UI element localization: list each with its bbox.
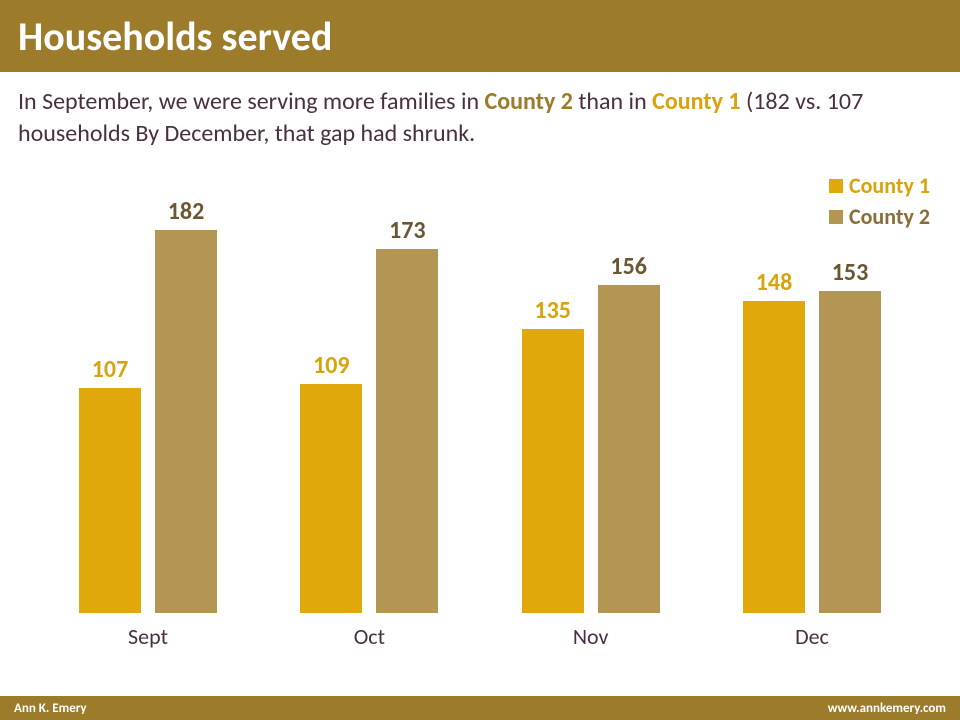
subtitle-pre: In September, we were serving more famil… bbox=[18, 87, 485, 116]
bar-wrap: 182 bbox=[155, 197, 217, 613]
bar-wrap: 107 bbox=[79, 355, 141, 613]
bar-value-label: 173 bbox=[389, 216, 426, 245]
bar-groups: 107182 Sept 109 173 Oct 135 156 Nov 148 153 Dec bbox=[48, 210, 912, 650]
bar-value-label: 153 bbox=[832, 258, 869, 287]
bar-chart: 107182 Sept 109 173 Oct 135 156 Nov 148 153 Dec bbox=[48, 210, 912, 650]
bar bbox=[79, 388, 141, 613]
title-bar: Households served bbox=[0, 0, 960, 72]
footer-author: Ann K. Emery bbox=[14, 701, 87, 716]
bar bbox=[155, 230, 217, 613]
subtitle-text: In September, we were serving more famil… bbox=[0, 72, 960, 151]
bar-wrap: 148 bbox=[743, 268, 805, 613]
subtitle-county2: County 2 bbox=[485, 87, 573, 116]
bar-value-label: 135 bbox=[534, 296, 571, 325]
bar bbox=[522, 329, 584, 613]
category-label: Oct bbox=[354, 623, 385, 650]
bar-wrap: 173 bbox=[376, 216, 438, 613]
bar bbox=[376, 249, 438, 613]
bar-group: 109 173 Oct bbox=[269, 213, 469, 650]
bar-wrap: 153 bbox=[819, 258, 881, 613]
bar-value-label: 109 bbox=[313, 351, 350, 380]
bar-value-label: 107 bbox=[92, 355, 129, 384]
legend-label: County 1 bbox=[849, 172, 930, 199]
bar bbox=[819, 291, 881, 613]
subtitle-mid: than in bbox=[573, 87, 652, 116]
category-label: Dec bbox=[795, 623, 829, 650]
category-label: Sept bbox=[128, 623, 168, 650]
legend-item: County 1 bbox=[829, 172, 930, 199]
bar-pair: 148 153 bbox=[743, 213, 881, 613]
subtitle-county1: County 1 bbox=[652, 87, 740, 116]
bar bbox=[300, 384, 362, 613]
bar-value-label: 156 bbox=[610, 252, 647, 281]
category-label: Nov bbox=[573, 623, 609, 650]
bar bbox=[743, 301, 805, 613]
bar-wrap: 156 bbox=[598, 252, 660, 613]
bar-pair: 107182 bbox=[79, 213, 217, 613]
bar-group: 135 156 Nov bbox=[491, 213, 691, 650]
bar-wrap: 135 bbox=[522, 296, 584, 613]
bar-pair: 109 173 bbox=[300, 213, 438, 613]
footer-bar: Ann K. Emery www.annkemery.com bbox=[0, 696, 960, 720]
bar-pair: 135 156 bbox=[522, 213, 660, 613]
footer-url: www.annkemery.com bbox=[828, 701, 946, 716]
legend-swatch bbox=[829, 179, 843, 193]
bar-group: 148 153 Dec bbox=[712, 213, 912, 650]
page-title: Households served bbox=[18, 12, 332, 61]
bar-group: 107182 Sept bbox=[48, 213, 248, 650]
bar-value-label: 182 bbox=[168, 197, 205, 226]
bar-wrap: 109 bbox=[300, 351, 362, 613]
bar-value-label: 148 bbox=[756, 268, 793, 297]
bar bbox=[598, 285, 660, 613]
